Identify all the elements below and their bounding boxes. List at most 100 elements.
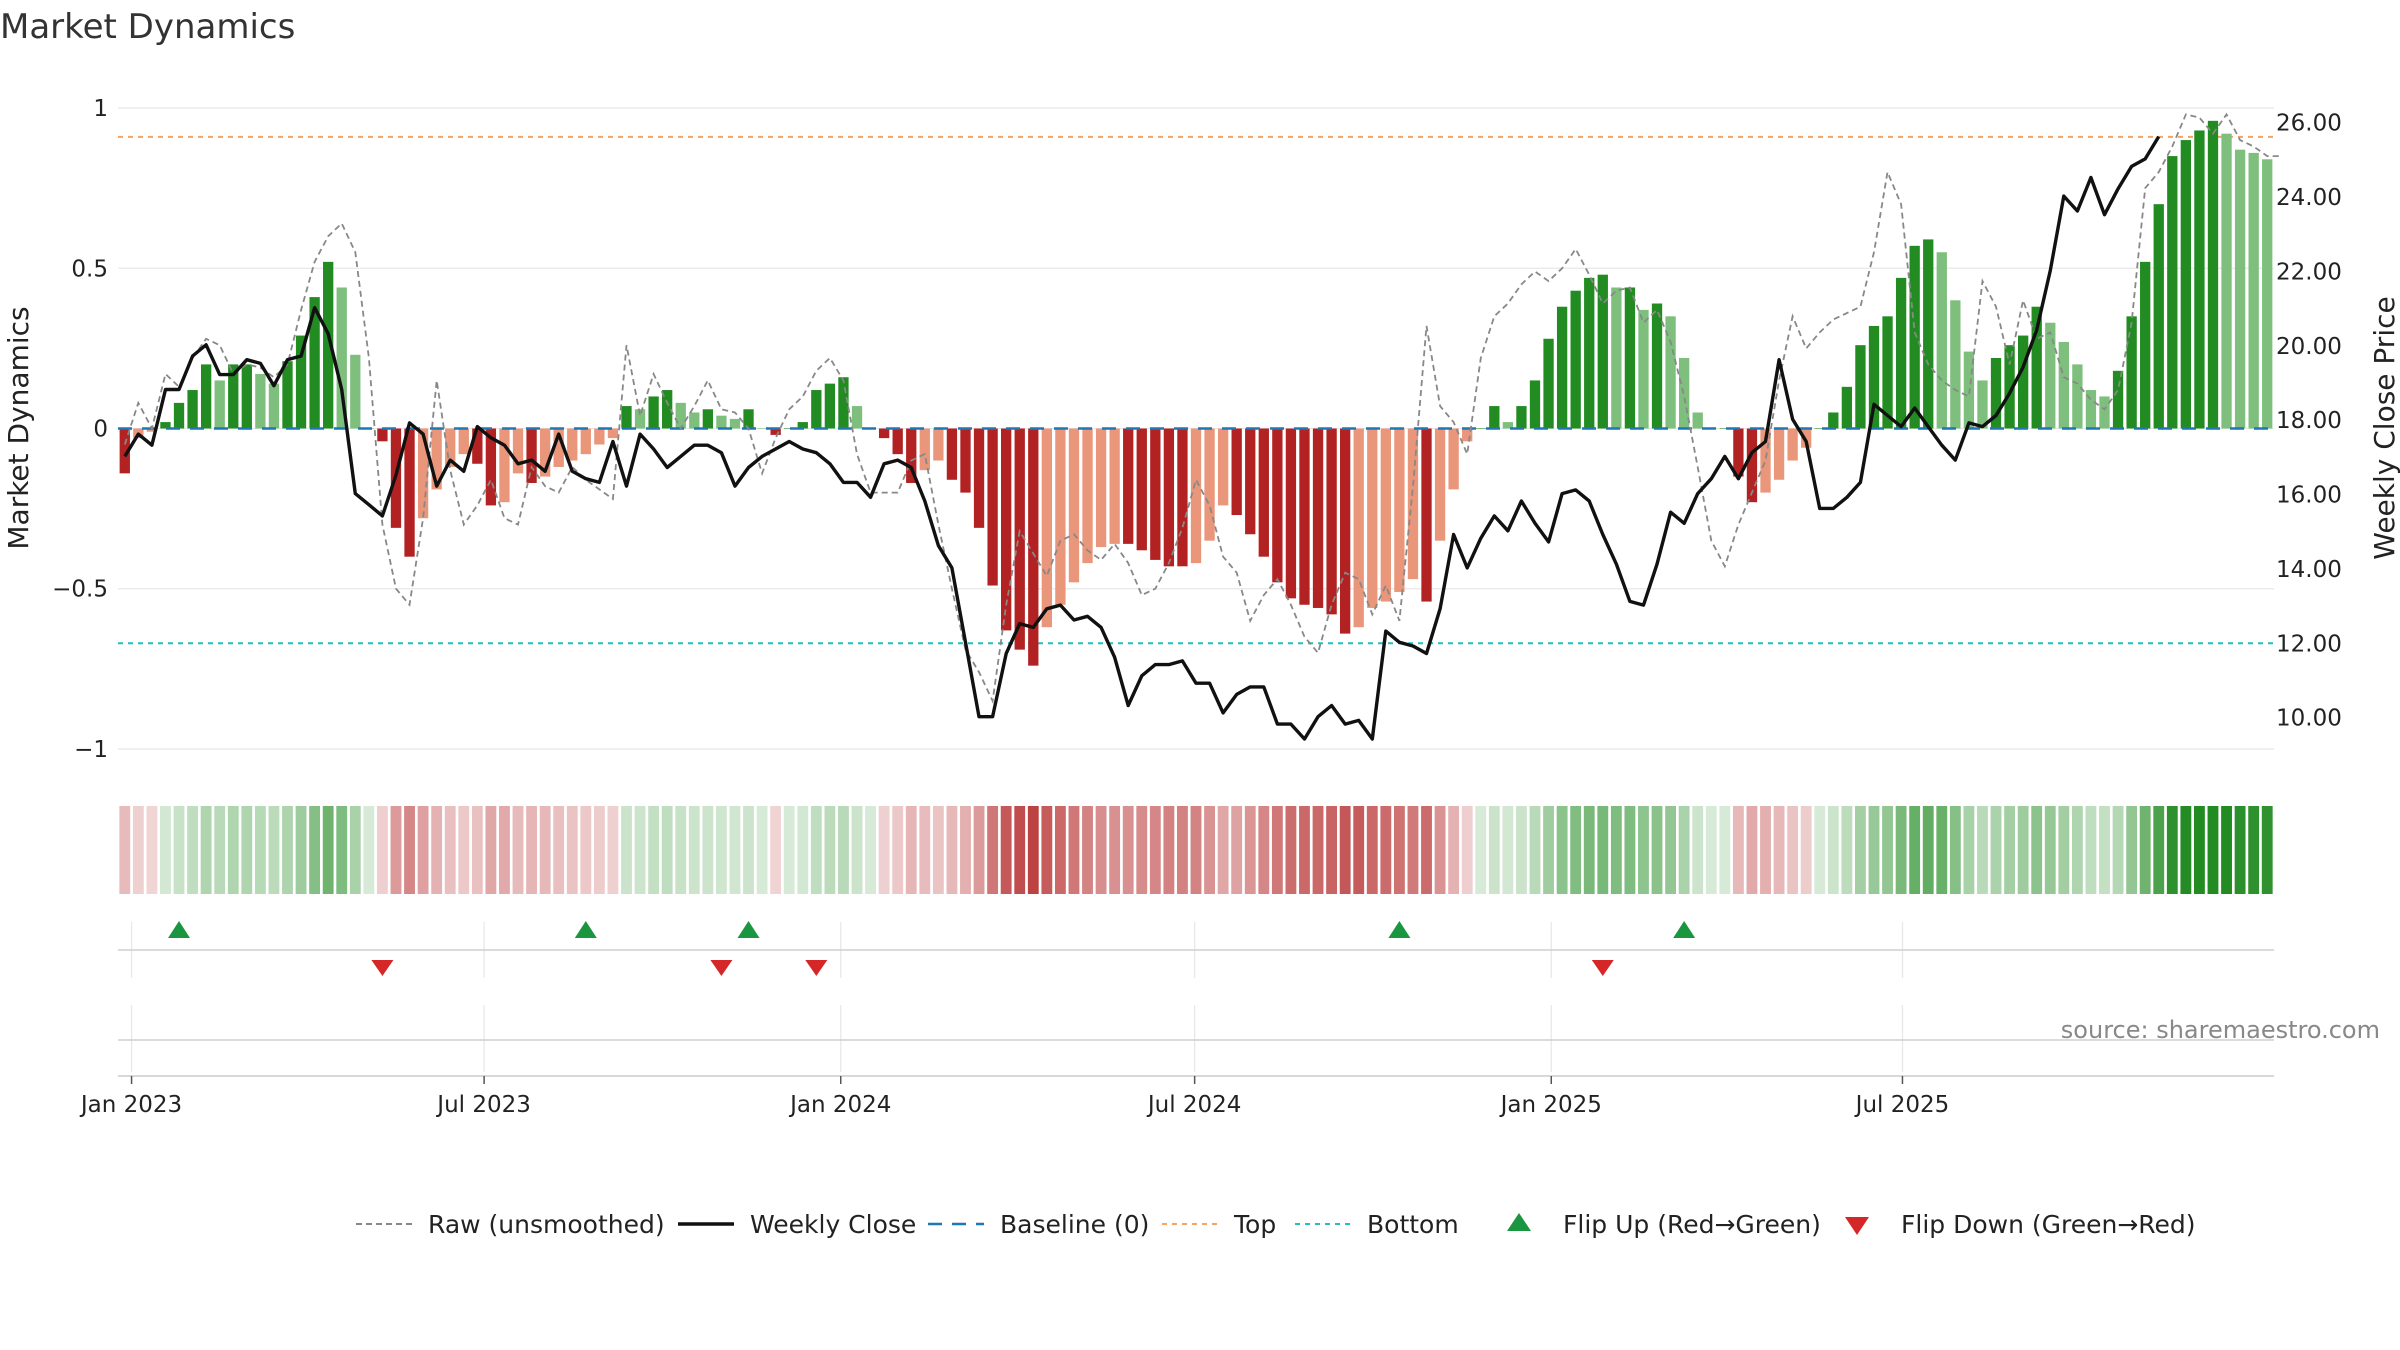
heat-cell (824, 806, 836, 894)
heat-cell (2031, 806, 2043, 894)
heat-cell (2126, 806, 2138, 894)
heat-cell (1475, 806, 1487, 894)
heat-cell (200, 806, 212, 894)
heat-cell (743, 806, 754, 894)
dynamics-bar (1407, 428, 1419, 580)
dynamics-bar (1299, 428, 1310, 605)
dynamics-bar (539, 428, 551, 477)
heat-cell (1190, 806, 1202, 894)
legend-swatch (1845, 1217, 1869, 1235)
heat-cell (1461, 806, 1473, 894)
heat-cell (621, 806, 632, 894)
dynamics-bar (1462, 428, 1473, 442)
dynamics-bar (1285, 428, 1297, 599)
weekly-close-line (123, 135, 2161, 741)
dynamics-bar (1760, 428, 1771, 493)
dynamics-bar (1394, 428, 1405, 592)
right-tick-label: 14.00 (2276, 557, 2342, 583)
dynamics-bar (268, 383, 280, 429)
heat-cell (729, 806, 741, 894)
heat-cell (512, 806, 524, 894)
x-tick-label: Jan 2024 (788, 1092, 891, 1118)
heat-cell (661, 806, 673, 894)
dynamics-bar (1624, 287, 1636, 429)
heat-cell (1814, 806, 1826, 894)
dynamics-bar (2045, 322, 2056, 429)
dynamics-bar (2126, 316, 2137, 429)
dynamics-bar (200, 364, 212, 429)
heat-cell (1014, 806, 1026, 894)
heat-cell (2044, 806, 2056, 894)
dynamics-bar (1258, 428, 1269, 557)
heat-cell (1841, 806, 1853, 894)
heat-cell (1163, 806, 1175, 894)
legend-item-flip_down: Flip Down (Green→Red) (1845, 1210, 2196, 1239)
right-tick-label: 16.00 (2276, 483, 2342, 509)
left-tick-label: 1 (93, 96, 108, 122)
heat-cell (593, 806, 605, 894)
heat-cell (485, 806, 497, 894)
dynamics-bar (1570, 290, 1581, 429)
heat-cell (417, 806, 429, 894)
heat-cell (1041, 806, 1053, 894)
heat-cell (2085, 806, 2097, 894)
heat-cell (1692, 806, 1704, 894)
dynamics-bar (1746, 428, 1758, 503)
lines (123, 112, 2281, 741)
dynamics-bar (2112, 370, 2124, 429)
heat-cell (526, 806, 537, 894)
dynamics-bar (892, 428, 903, 455)
heat-cell (1312, 806, 1324, 894)
heat-cell (1095, 806, 1107, 894)
right-tick-label: 10.00 (2276, 706, 2342, 732)
heat-cell (1665, 806, 1677, 894)
heat-cell (187, 806, 199, 894)
heat-cell (241, 806, 253, 894)
heat-cell (1922, 806, 1934, 894)
dynamics-bar (987, 428, 998, 586)
heat-cell (1963, 806, 1975, 894)
heat-cell (2221, 806, 2232, 894)
heat-cell (2058, 806, 2070, 894)
dynamics-bar (1136, 428, 1147, 551)
dynamics-bar (607, 428, 619, 439)
heat-cell (2099, 806, 2110, 894)
heat-cell (2139, 806, 2151, 894)
dynamics-bar (1556, 306, 1568, 429)
legend-item-baseline: Baseline (0) (928, 1210, 1149, 1239)
dynamics-bar (2004, 345, 2015, 429)
dynamics-bar (1055, 428, 1066, 605)
heat-cell (1258, 806, 1270, 894)
heat-cell (1624, 806, 1636, 894)
heat-cell (1231, 806, 1243, 894)
heat-cell (932, 806, 944, 894)
heat-cell (2017, 806, 2029, 894)
heat-cell (322, 806, 334, 894)
dynamics-bar (621, 406, 632, 429)
heat-cell (987, 806, 999, 894)
dynamics-bar (1041, 428, 1052, 628)
heat-cell (1800, 806, 1812, 894)
dynamics-bar (1773, 428, 1785, 480)
heat-cell (471, 806, 483, 894)
chart-title: Market Dynamics (0, 7, 295, 47)
heat-cell (1868, 806, 1880, 894)
heat-cell (1855, 806, 1866, 894)
dynamics-bar (1990, 357, 2002, 429)
heat-cell (1204, 806, 1215, 894)
heat-cell (146, 806, 158, 894)
dynamics-bar (1950, 300, 1961, 429)
dynamics-bar (756, 428, 768, 429)
heat-cell (1760, 806, 1771, 894)
dynamics-bar (2262, 159, 2273, 429)
dynamics-bar (662, 390, 673, 429)
dynamics-bar (1272, 428, 1283, 583)
heat-cell (1149, 806, 1161, 894)
legend-label: Baseline (0) (1000, 1210, 1149, 1239)
dynamics-bar (1353, 428, 1364, 628)
right-tick-label: 24.00 (2276, 185, 2342, 211)
dynamics-bar (933, 428, 944, 461)
heat-cell (1583, 806, 1595, 894)
heat-cell (1746, 806, 1758, 894)
heat-cell (1177, 806, 1188, 894)
